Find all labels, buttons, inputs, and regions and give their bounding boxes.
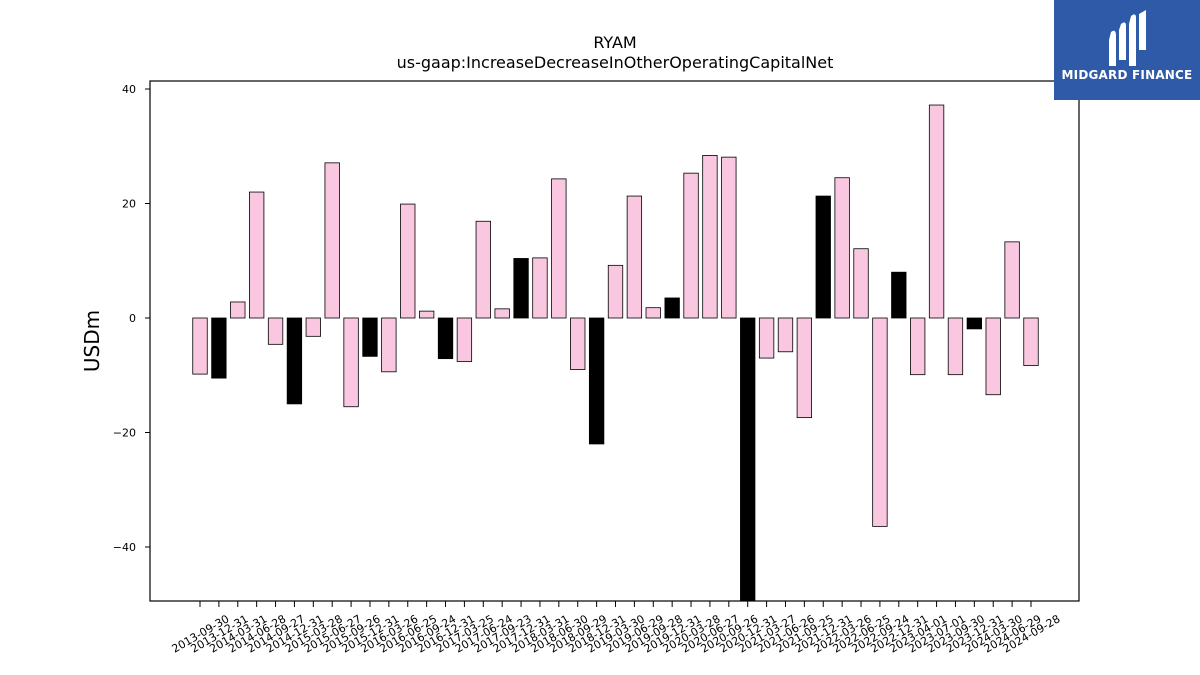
bar-2023-09-30	[947, 317, 964, 376]
y-tick-label: −20	[113, 427, 136, 440]
bar-2019-09-28	[645, 307, 661, 319]
bar-2020-09-26	[721, 156, 737, 319]
bar-2019-12-31	[664, 297, 680, 319]
bar-2018-03-31	[532, 257, 548, 319]
bar-2017-06-24	[475, 220, 491, 319]
bar-2021-03-27	[758, 317, 775, 359]
bar-2024-03-30	[985, 317, 1001, 396]
bar-2017-12-31	[513, 258, 529, 319]
bar-2018-12-31	[588, 317, 605, 445]
bar-2015-03-28	[305, 317, 321, 337]
bar-2021-09-25	[796, 317, 813, 419]
chart-subtitle: us-gaap:IncreaseDecreaseInOtherOperating…	[397, 53, 834, 72]
bar-2022-09-24	[872, 317, 888, 527]
bar-2018-06-30	[551, 178, 567, 319]
bar-2015-09-26	[343, 317, 359, 408]
bar-2014-09-27	[267, 317, 284, 345]
bar-2023-04-01	[910, 317, 926, 376]
bars-group	[192, 104, 1039, 602]
bar-2019-03-30	[607, 264, 624, 319]
bar-2016-03-26	[381, 317, 397, 373]
y-axis: 40 20 0 −20 −40	[113, 83, 150, 554]
y-tick-label: 0	[129, 312, 136, 325]
bar-2016-12-31	[437, 317, 454, 360]
bar-2021-12-31	[815, 195, 831, 319]
bar-2015-06-27	[324, 162, 340, 319]
x-axis: 2013-09-302013-12-312014-03-312014-06-28…	[170, 601, 1063, 656]
bar-2019-06-29	[626, 195, 643, 319]
bar-2016-06-25	[400, 203, 416, 319]
bar-2018-09-29	[570, 317, 586, 370]
bar-2017-09-23	[494, 308, 510, 319]
bar-2020-12-31	[740, 317, 756, 602]
bar-2022-03-26	[834, 177, 850, 319]
y-tick-label: −40	[113, 541, 136, 554]
bar-2014-06-28	[249, 191, 265, 319]
y-tick-label: 40	[122, 83, 136, 96]
bar-2020-06-27	[702, 155, 718, 319]
bar-2015-12-31	[362, 317, 378, 357]
logo-text: MIDGARD FINANCE	[1061, 68, 1193, 82]
bar-2017-03-25	[456, 317, 473, 362]
bar-2013-09-30	[192, 317, 208, 375]
bar-2016-09-24	[418, 310, 435, 319]
bar-2022-06-25	[853, 248, 869, 319]
midgard-m-icon	[1109, 10, 1146, 66]
bar-2023-12-31	[966, 317, 982, 330]
bar-2020-03-28	[683, 172, 699, 319]
bar-2023-07-01	[928, 104, 945, 319]
y-tick-label: 20	[122, 198, 136, 211]
bar-2014-03-31	[230, 301, 246, 319]
bar-2021-06-26	[777, 317, 794, 353]
bar-2013-12-31	[211, 317, 227, 379]
y-axis-label: USDm	[80, 310, 104, 372]
bar-2014-12-31	[286, 317, 303, 405]
bar-2024-06-29	[1004, 241, 1020, 319]
chart-title: RYAM	[593, 33, 636, 52]
bar-2022-12-31	[891, 271, 907, 319]
plot-frame	[149, 80, 1080, 602]
brand-logo: MIDGARD FINANCE	[1054, 0, 1200, 100]
bar-2024-09-28	[1023, 317, 1039, 366]
